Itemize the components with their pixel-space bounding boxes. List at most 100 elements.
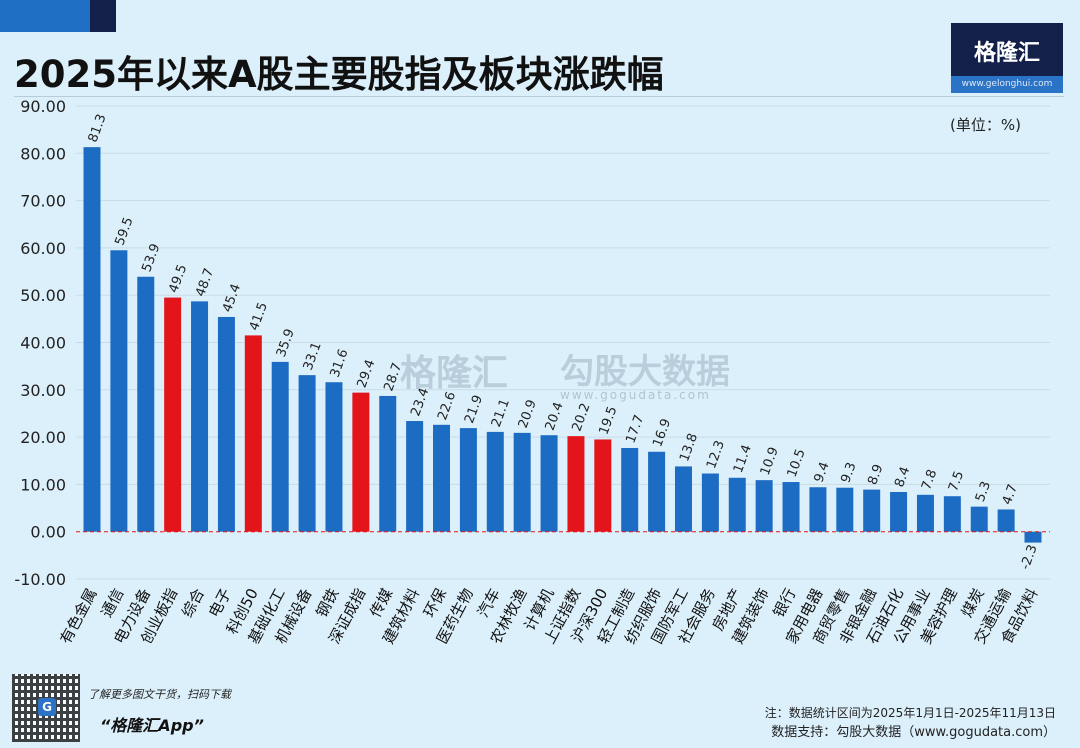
bar	[164, 297, 182, 532]
data-label: 21.9	[462, 393, 486, 425]
data-label: 7.5	[946, 469, 967, 494]
bar	[621, 447, 639, 532]
bar	[1024, 531, 1042, 543]
data-label: 17.7	[623, 413, 647, 445]
data-label: 19.5	[596, 404, 620, 436]
data-label: 23.4	[408, 386, 432, 418]
data-source: 数据支持：勾股大数据（www.gogudata.com）	[771, 725, 1056, 740]
data-label: 41.5	[247, 300, 271, 332]
data-label: 29.4	[355, 358, 379, 390]
data-label: 12.3	[704, 439, 728, 471]
bar	[352, 392, 370, 532]
watermark-right: 勾股大数据	[560, 352, 730, 392]
bar	[594, 439, 612, 532]
data-label: 28.7	[381, 361, 405, 393]
data-label: 31.6	[328, 347, 352, 379]
bar	[271, 361, 289, 532]
data-label: 9.3	[838, 461, 859, 486]
bar	[890, 491, 908, 532]
bar	[486, 431, 504, 532]
bar	[567, 436, 585, 532]
data-label: 5.3	[973, 479, 994, 504]
bar	[701, 473, 719, 532]
bar	[728, 477, 746, 532]
bar	[83, 147, 101, 532]
y-tick-label: 0.00	[30, 523, 66, 542]
data-label: 45.4	[220, 282, 244, 314]
header-accent-block-dark	[90, 0, 116, 32]
data-label: 10.9	[758, 445, 782, 477]
data-label: 20.2	[570, 401, 594, 433]
bar	[298, 375, 316, 532]
data-label: 35.9	[274, 327, 298, 359]
bar	[217, 316, 235, 532]
data-label: 4.7	[1000, 482, 1021, 507]
data-label: 81.3	[86, 112, 110, 144]
qr-logo-icon: G	[38, 698, 56, 716]
app-name: “格隆汇App”	[100, 716, 204, 735]
bar	[433, 424, 451, 532]
bar	[137, 276, 155, 532]
x-tick-label: 综合	[178, 585, 208, 620]
data-label: 8.4	[892, 465, 913, 490]
logo-name: 格隆汇	[973, 41, 1040, 66]
data-label: 22.6	[435, 390, 459, 422]
y-tick-label: 20.00	[20, 428, 66, 447]
bar	[970, 506, 988, 532]
data-label: 10.5	[785, 447, 809, 479]
bar	[379, 395, 397, 532]
data-label: 20.9	[516, 398, 540, 430]
watermark-left: 格隆汇	[400, 353, 509, 394]
bar	[325, 382, 343, 532]
x-tick-label: 有色金属	[56, 585, 100, 646]
data-label: 49.5	[166, 263, 190, 295]
data-label: 9.4	[812, 460, 833, 485]
data-label: 20.4	[543, 400, 567, 432]
bar	[513, 432, 531, 532]
y-tick-label: 60.00	[20, 239, 66, 258]
data-label: 13.8	[677, 431, 701, 463]
data-label: 33.1	[301, 340, 325, 372]
bar	[110, 250, 128, 532]
data-label: 11.4	[731, 443, 755, 475]
data-label: 59.5	[113, 215, 137, 247]
bar	[191, 301, 209, 532]
chart-title: 2025年以来A股主要股指及板块涨跌幅	[14, 53, 664, 96]
bar	[836, 487, 854, 532]
bar	[674, 466, 692, 532]
gelonghui-logo: 格隆汇 www.gelonghui.com	[951, 23, 1063, 93]
data-label: 16.9	[650, 417, 674, 449]
watermark-url: www.gogudata.com	[560, 388, 711, 402]
bar	[809, 487, 827, 532]
bar	[782, 482, 800, 532]
data-label: 8.9	[865, 462, 886, 487]
bar	[863, 489, 881, 532]
y-tick-label: 80.00	[20, 144, 66, 163]
y-tick-label: 10.00	[20, 475, 66, 494]
logo-url: www.gelonghui.com	[951, 76, 1063, 93]
unit-label: (单位：%)	[950, 116, 1021, 134]
bar	[406, 421, 424, 532]
header-accent-block	[0, 0, 90, 32]
bar	[755, 480, 773, 532]
y-tick-label: 90.00	[20, 97, 66, 116]
bar	[244, 335, 262, 532]
date-note: 注：数据统计区间为2025年1月1日-2025年11月13日	[764, 706, 1056, 720]
data-label: 48.7	[193, 266, 217, 298]
divider	[14, 96, 1064, 97]
y-tick-label: 30.00	[20, 381, 66, 400]
data-label: 7.8	[919, 468, 940, 493]
data-label: -2.3	[1018, 543, 1041, 572]
promo-text: 了解更多图文干货，扫码下载	[88, 688, 231, 701]
y-tick-label: 40.00	[20, 334, 66, 353]
bar	[459, 428, 477, 532]
bar	[997, 509, 1015, 532]
data-label: 53.9	[139, 242, 163, 274]
bar	[648, 451, 666, 532]
bar	[540, 435, 558, 532]
y-tick-label: 50.00	[20, 286, 66, 305]
bar	[943, 496, 961, 532]
y-tick-label: -10.00	[14, 570, 66, 589]
bar	[916, 494, 934, 532]
